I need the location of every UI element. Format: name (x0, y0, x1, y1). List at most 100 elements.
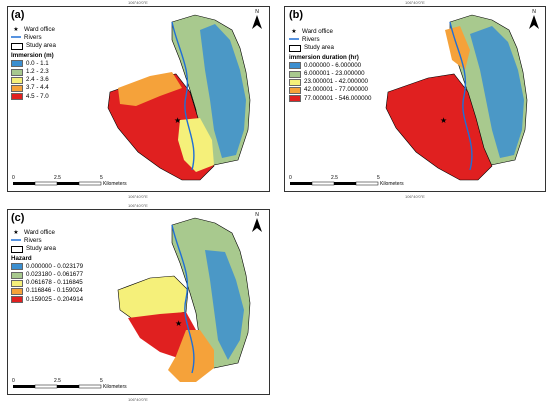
bottom-coord-label-c: 106°40'0"E (128, 397, 148, 402)
star-icon: ★ (13, 228, 19, 236)
north-arrow-b: N (529, 9, 539, 31)
zone-orange-a (118, 72, 182, 106)
study-area-swatch (11, 42, 23, 50)
legend-swatch (11, 93, 23, 101)
scale-tick-1: 2.5 (54, 378, 61, 384)
zone-east-blue-a (200, 24, 246, 158)
legend-swatch (289, 95, 301, 103)
legend-point-label: Ward office (24, 228, 55, 236)
top-coord-label-a: 106°40'0"E (128, 0, 148, 5)
scale-tick-2: 5 (377, 175, 380, 181)
scale-tick-0: 0 (12, 378, 15, 384)
river-c (171, 224, 195, 374)
scale-tick-2: 5 (100, 175, 103, 181)
star-icon: ★ (291, 27, 297, 35)
north-arrow-icon (252, 15, 262, 29)
river-b (449, 21, 473, 171)
study-area-swatch (11, 245, 23, 253)
map-legend-a: ★ Ward office Rivers Study area Immersion… (11, 26, 56, 101)
legend-swatch (11, 84, 23, 92)
top-coord-label-c: 106°40'0"E (128, 203, 148, 208)
legend-class-label: 0.000000 - 6.000000 (304, 61, 362, 69)
legend-swatch (11, 296, 23, 304)
legend-swatch (11, 279, 23, 287)
ward-office-star-c: ★ (175, 319, 182, 328)
north-arrow-icon (529, 15, 539, 29)
legend-class-label: 0.116846 - 0.159024 (26, 287, 83, 295)
north-arrow-icon (252, 218, 262, 232)
legend-class-label: 0.0 - 1.1 (26, 59, 49, 67)
scale-unit: Kilometers (103, 384, 127, 390)
scale-tick-0: 0 (12, 175, 15, 181)
north-label: N (532, 9, 536, 15)
legend-class-label: 42.000001 - 77.000000 (304, 86, 368, 94)
map-legend-c: ★ Ward office Rivers Study area Hazard 0.… (11, 229, 83, 304)
zone-east-blue-c (205, 250, 244, 360)
legend-swatch (11, 76, 23, 84)
legend-class-label: 2.4 - 3.6 (26, 76, 49, 84)
scale-bar-graphic (13, 384, 102, 389)
zone-yellow-a (178, 118, 214, 172)
legend-class-label: 0.023180 - 0.061677 (26, 270, 84, 278)
legend-swatch (289, 62, 301, 70)
study-area-map-b: ★ (385, 14, 528, 181)
legend-class-label: 0.159025 - 0.204914 (26, 295, 84, 303)
legend-class-label: 1.2 - 2.3 (26, 67, 49, 75)
legend-area-label: Study area (304, 44, 334, 52)
map-legend-b: ★ Ward office Rivers Study area immersion… (289, 28, 371, 103)
zone-orange-c (168, 330, 214, 382)
panel-tag-a: (a) (11, 9, 25, 21)
north-label: N (255, 212, 259, 218)
legend-swatch (11, 68, 23, 76)
bottom-coord-label-b: 106°40'0"E (405, 194, 425, 199)
scale-tick-1: 2.5 (54, 175, 61, 181)
legend-swatch (11, 287, 23, 295)
scale-bar-graphic (290, 181, 379, 186)
ward-office-star-a: ★ (174, 116, 181, 125)
legend-class-label: 0.061678 - 0.116845 (26, 279, 83, 287)
panel-tag-b: (b) (289, 9, 304, 21)
river-line-icon (11, 35, 21, 41)
legend-area-label: Study area (26, 245, 56, 253)
zone-east-blue-b (470, 26, 524, 158)
river-line-icon (11, 238, 21, 244)
legend-river-label: Rivers (302, 36, 320, 44)
legend-river-label: Rivers (24, 34, 42, 42)
legend-swatch (289, 70, 301, 78)
star-icon: ★ (13, 25, 19, 33)
legend-swatch (289, 86, 301, 94)
legend-class-label: 23.000001 - 42.000000 (304, 78, 368, 86)
legend-title: Immersion (m) (11, 51, 54, 59)
river-line-icon (289, 37, 299, 43)
legend-point-label: Ward office (24, 25, 55, 33)
legend-class-label: 6.000001 - 23.000000 (304, 69, 365, 77)
legend-title: immersion duration (hr) (289, 53, 359, 61)
legend-class-label: 3.7 - 4.4 (26, 84, 49, 92)
legend-point-label: Ward office (302, 27, 333, 35)
legend-class-label: 0.000000 - 0.023179 (26, 262, 84, 270)
ward-office-star-b: ★ (440, 116, 447, 125)
top-coord-label-b: 106°40'0"E (405, 0, 425, 5)
scale-tick-0: 0 (289, 175, 292, 181)
scale-unit: Kilometers (103, 181, 127, 187)
river-a (171, 21, 195, 171)
legend-area-label: Study area (26, 42, 56, 50)
north-arrow-c: N (252, 212, 262, 234)
study-area-map-c: ★ (117, 217, 251, 382)
north-label: N (255, 9, 259, 15)
scale-bar-graphic (13, 181, 102, 186)
legend-class-label: 4.5 - 7.0 (26, 92, 49, 100)
legend-swatch (11, 263, 23, 271)
panel-tag-c: (c) (11, 212, 25, 224)
north-arrow-a: N (252, 9, 262, 31)
legend-class-label: 77.000001 - 546.000000 (304, 94, 372, 102)
study-area-swatch (289, 44, 301, 52)
zone-west-b (385, 73, 493, 181)
legend-river-label: Rivers (24, 237, 42, 245)
legend-title: Hazard (11, 254, 32, 262)
scale-tick-2: 5 (100, 378, 103, 384)
scale-tick-1: 2.5 (331, 175, 338, 181)
legend-swatch (11, 271, 23, 279)
bottom-coord-label-a: 106°40'0"E (128, 194, 148, 199)
